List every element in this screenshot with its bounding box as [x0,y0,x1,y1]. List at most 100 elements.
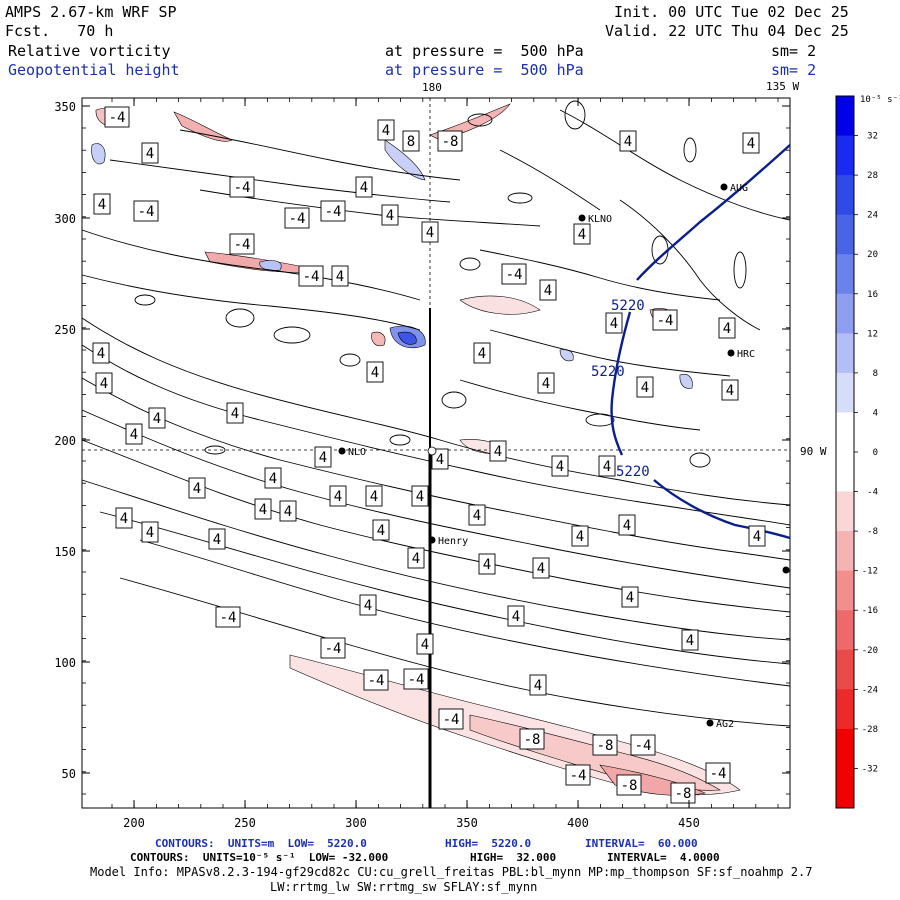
contour-label-text: -8 [597,738,614,754]
contour-label-box [416,633,434,655]
model-info: Model Info: MPASv8.2.3-194-gf29cd82c CU:… [90,865,813,879]
contour-label-box [598,455,616,477]
field1-smoothing: sm= 2 [771,42,817,60]
colorbar-segment [836,531,854,572]
contour-label: 4 [381,204,399,226]
colorbar-segment [836,689,854,730]
colorbar-segment [836,135,854,176]
colorbar-label: 4 [873,408,878,418]
contour-label-box [539,279,557,301]
contour-label: 4 [93,193,111,215]
contour-label-text: 4 [377,523,385,539]
contour-label-box [551,455,569,477]
contour-label-box [407,547,425,569]
colorbar-segment [836,412,854,453]
colorbar-segment [836,610,854,651]
contour-label-text: 4 [193,481,201,497]
height-contour-high: HIGH= 5220.0 [445,837,532,850]
contour-label-text: 4 [319,450,327,466]
contour-label-text: 4 [100,376,108,392]
x-tick-label: 450 [678,816,700,830]
colorbar-label: 28 [867,171,878,181]
contour-label-box [718,317,736,339]
contour-label-text: 4 [153,411,161,427]
contour-label: 4 [366,361,384,383]
contour-label-box [381,204,399,226]
colorbar-units: 10⁻⁵ s⁻¹ [860,95,900,105]
contour-label-text: 4 [336,269,344,285]
contour-label-box [473,342,491,364]
colorbar-segment [836,768,854,809]
contour-label-text: 4 [146,525,154,541]
contour-label-box [264,467,282,489]
station-label: AUG [730,183,748,194]
contour-label: 4 [141,142,159,164]
plot-frame [81,97,791,809]
contour-label-box [431,448,449,470]
contour-label: 4 [537,372,555,394]
contour-label-text: 4 [483,557,491,573]
contour-label: -4 [501,263,527,285]
contour-label: -4 [298,265,324,287]
contour-label-text: 4 [576,529,584,545]
contour-label: 4 [141,521,159,543]
contour-label: 4 [279,500,297,522]
contour-label-text: -8 [621,778,638,794]
contour-label-text: 4 [686,633,694,649]
contour-label: 4 [377,119,395,141]
contour-label-text: -4 [506,267,523,283]
contour-label-text: 4 [370,489,378,505]
contour-label-box [314,446,332,468]
colorbar-segment [836,649,854,690]
contour-label-box [681,629,699,651]
contour-label-text: 4 [386,208,394,224]
contour-label-text: 4 [97,346,105,362]
contour-label-box [365,485,383,507]
contour-label-text: -4 [710,766,727,782]
field1-name: Relative vorticity [8,42,171,60]
contour-label-box [489,440,507,462]
contour-label-box [366,361,384,383]
contour-label-text: 4 [259,502,267,518]
colorbar-label: -28 [862,725,878,735]
model-title: AMPS 2.67-km WRF SP [5,3,177,21]
colorbar-segment [836,214,854,255]
contour-label-box [403,668,429,690]
contour-label-text: 4 [478,346,486,362]
contour-label: 4 [254,498,272,520]
contour-label-text: -8 [524,732,541,748]
contour-label-text: 4 [269,471,277,487]
contour-label-box [372,519,390,541]
contour-label: -4 [284,207,310,229]
contour-label-box [226,402,244,424]
contour-label-box [529,674,547,696]
contour-label-box [507,605,525,627]
contour-label-box [133,200,159,222]
contour-label-text: -4 [368,673,385,689]
valid-time: Valid. 22 UTC Thu 04 Dec 25 [605,22,849,40]
contour-label-text: 4 [542,376,550,392]
contour-label: 4 [331,265,349,287]
contour-label: -4 [630,734,656,756]
contour-label-box [630,734,656,756]
contour-label-box [115,507,133,529]
contour-label-box [532,557,550,579]
station-label: KLNO [588,214,612,225]
contour-label-text: 4 [98,197,106,213]
model-info-cont: LW:rrtmg_lw SW:rrtmg_sw SFLAY:sf_mynn [270,880,538,894]
colorbar-segment [836,96,854,137]
contour-label: 4 [605,312,623,334]
contour-label-box [618,514,636,536]
contour-label-box [438,708,464,730]
height-label-3: 5220 [616,464,650,480]
contour-label-text: 4 [284,504,292,520]
contour-label-text: 4 [416,489,424,505]
contour-label-box [742,132,760,154]
contour-label-box [437,130,463,152]
contour-label: 4 [529,674,547,696]
height-label-1: 5220 [611,298,645,314]
colorbar-label: -32 [862,764,878,774]
contour-label-box [377,119,395,141]
contour-label-text: 4 [436,452,444,468]
